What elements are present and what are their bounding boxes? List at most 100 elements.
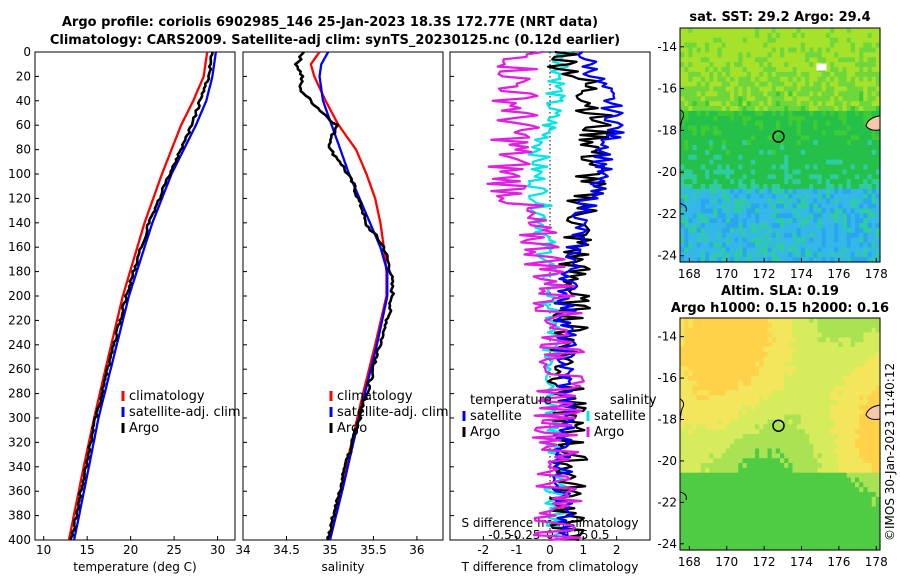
temperature-ytick-label: 360	[8, 484, 31, 498]
sla-map-ytick-label: -16	[657, 371, 677, 385]
temperature-ytick-label: 0	[23, 45, 31, 59]
temperature-ytick-label: 40	[16, 94, 31, 108]
figure-title-line2: Climatology: CARS2009. Satellite-adj cli…	[49, 33, 621, 48]
sla-land-fiji	[865, 404, 881, 420]
temperature-xtick-label: 30	[210, 543, 225, 557]
temperature-xtick-label: 10	[36, 543, 51, 557]
sst-map-ytick-label: -22	[657, 207, 677, 221]
difference-xtick-label: 0	[546, 543, 554, 557]
sst-missing-cell	[816, 63, 827, 71]
temperature-ytick-label: 200	[8, 289, 31, 303]
sla-map-field	[680, 318, 881, 551]
sla-map-title-line2: Argo h1000: 0.15 h2000: 0.16	[670, 301, 890, 316]
difference-legend-sal-label: satellite	[594, 409, 646, 424]
temperature-ytick-label: 240	[8, 338, 31, 352]
temperature-ytick-label: 80	[16, 143, 31, 157]
temperature-ytick-label: 20	[16, 69, 31, 83]
sst-map-ytick-label: -14	[657, 40, 677, 54]
sst-map-xtick-label: 174	[790, 267, 813, 281]
salinity-xtick-label: 34	[235, 543, 250, 557]
sst-map-xtick-label: 170	[715, 267, 738, 281]
sst-map-ytick-label: -16	[657, 82, 677, 96]
sla-map-frame	[679, 317, 881, 551]
difference-series-salinity-Argo	[486, 50, 586, 542]
sst-land-fiji	[865, 115, 881, 131]
sst-map-xtick-label: 176	[827, 267, 850, 281]
temperature-ytick-label: 400	[8, 533, 31, 547]
difference-sal-xtick-label: -0.25	[509, 528, 540, 542]
difference-legend-sal-heading: salinity	[610, 393, 657, 408]
temperature-legend-label: climatology	[129, 389, 205, 404]
salinity-xtick-label: 36	[409, 543, 424, 557]
temperature-ytick-label: 100	[8, 167, 31, 181]
sla-map-ytick-label: -20	[657, 454, 677, 468]
difference-xtick-label: 1	[580, 543, 588, 557]
temperature-series-climatology	[67, 51, 209, 541]
difference-legend-sal-label: Argo	[594, 425, 624, 440]
sla-map-xtick-label: 168	[678, 555, 701, 569]
difference-legend-temp-label: satellite	[470, 409, 522, 424]
sst-map-ytick-label: -20	[657, 165, 677, 179]
sla-map-xtick-label: 178	[865, 555, 888, 569]
salinity-legend-label: Argo	[337, 421, 367, 436]
sla-map-ytick-label: -14	[657, 330, 677, 344]
temperature-xtick-label: 15	[80, 543, 95, 557]
difference-legend-temp-label: Argo	[470, 425, 500, 440]
salinity-xlabel: salinity	[321, 560, 364, 574]
temperature-ytick-label: 320	[8, 435, 31, 449]
sst-map-frame	[679, 27, 881, 263]
sst-argo-marker	[772, 130, 785, 143]
salinity-legend-label: climatology	[337, 389, 413, 404]
sla-map-xtick-label: 174	[790, 555, 813, 569]
salinity-xtick-label: 34.5	[273, 543, 300, 557]
temperature-series-Argo	[69, 51, 214, 541]
salinity-legend-label: satellite-adj. clim	[337, 405, 449, 420]
difference-sal-xtick-label: -0.5	[488, 528, 511, 542]
temperature-ytick-label: 180	[8, 265, 31, 279]
temperature-ytick-label: 340	[8, 460, 31, 474]
difference-xtick-label: -1	[511, 543, 523, 557]
difference-xlabel: T difference from climatology	[461, 560, 639, 574]
sla-map-ytick-label: -22	[657, 495, 677, 509]
temperature-xtick-label: 20	[123, 543, 138, 557]
difference-sal-xtick-label: 0.5	[590, 528, 609, 542]
temperature-ytick-label: 260	[8, 362, 31, 376]
temperature-legend-label: Argo	[129, 421, 159, 436]
sst-map-xtick-label: 172	[753, 267, 776, 281]
temperature-ytick-label: 140	[8, 216, 31, 230]
sst-map-ytick-label: -18	[657, 123, 677, 137]
sla-map-xtick-label: 176	[827, 555, 850, 569]
sla-argo-marker	[772, 419, 785, 432]
temperature-ytick-label: 160	[8, 240, 31, 254]
sla-map-ytick-label: -18	[657, 413, 677, 427]
temperature-legend-label: satellite-adj. clim	[129, 405, 241, 420]
difference-series-temperature-Argo	[546, 50, 615, 542]
temperature-ytick-label: 300	[8, 411, 31, 425]
figure-title-line1: Argo profile: coriolis 6902985_146 25-Ja…	[61, 15, 599, 30]
sla-map-xtick-label: 170	[715, 555, 738, 569]
sst-map-ytick-label: -24	[657, 249, 677, 263]
sst-map-title: sat. SST: 29.2 Argo: 29.4	[689, 10, 871, 25]
sst-map-xtick-label: 168	[678, 267, 701, 281]
difference-xtick-label: -2	[477, 543, 489, 557]
difference-xtick-label: 2	[613, 543, 621, 557]
salinity-xtick-label: 35.5	[360, 543, 387, 557]
sla-map-title-line1: Altim. SLA: 0.19	[721, 284, 839, 299]
temperature-ytick-label: 220	[8, 313, 31, 327]
sst-map-field	[680, 28, 881, 263]
salinity-axes-frame	[242, 51, 444, 541]
temperature-xtick-label: 25	[166, 543, 181, 557]
temperature-ytick-label: 280	[8, 387, 31, 401]
sst-map-xtick-label: 178	[865, 267, 888, 281]
temperature-ytick-label: 380	[8, 509, 31, 523]
salinity-xtick-label: 35	[322, 543, 337, 557]
temperature-xlabel: temperature (deg C)	[73, 560, 196, 574]
sla-map-xtick-label: 172	[753, 555, 776, 569]
salinity-series-Argo	[293, 51, 396, 541]
temperature-series-satellite-adj-clim	[72, 51, 218, 541]
sla-map-ytick-label: -24	[657, 537, 677, 551]
temperature-ytick-label: 120	[8, 191, 31, 205]
difference-legend-temp-heading: temperature	[470, 393, 552, 408]
temperature-ytick-label: 60	[16, 118, 31, 132]
